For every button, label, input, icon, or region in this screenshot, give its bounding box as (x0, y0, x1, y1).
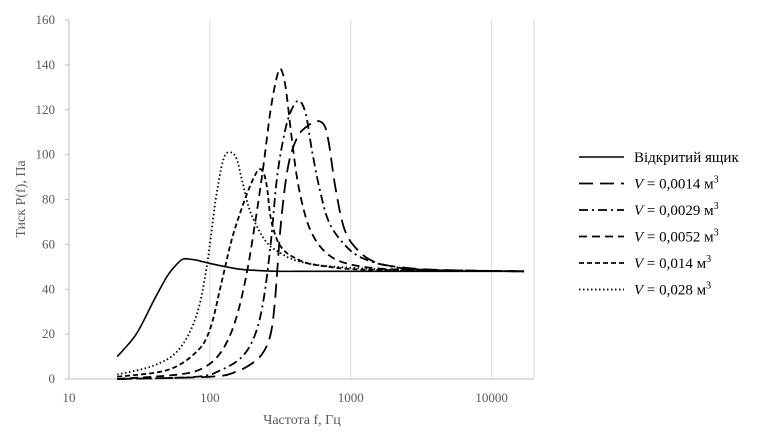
x-tick-labels: 10 100 1000 10000 (63, 390, 508, 405)
legend-item: V = 0,0014 м3 (579, 175, 719, 193)
y-tick-label: 120 (36, 102, 56, 117)
legend: Відкритий ящик V = 0,0014 м3 V = 0,0029 м3… (579, 150, 739, 299)
axes (65, 19, 534, 380)
y-tick-label: 140 (36, 57, 56, 72)
y-tick-label: 100 (36, 147, 56, 162)
legend-item: V = 0,014 м3 (579, 254, 711, 272)
series-line-0 (116, 257, 525, 358)
y-tick-labels: 0 20 40 60 80 100 120 140 160 (36, 12, 56, 386)
series-line-5 (117, 151, 525, 376)
y-tick-label: 40 (42, 281, 55, 296)
x-tick-label: 10000 (475, 390, 508, 405)
x-tick-label: 100 (200, 390, 220, 405)
x-tick-label: 10 (63, 390, 76, 405)
series-line-1 (117, 120, 525, 380)
y-tick-label: 0 (49, 371, 56, 386)
legend-label: V = 0,0014 м3 (634, 175, 719, 193)
legend-label: V = 0,028 м3 (634, 281, 711, 299)
y-tick-label: 80 (42, 192, 55, 207)
series-line-4 (117, 168, 525, 378)
y-axis-title: Тиск P(f), Па (14, 160, 29, 238)
legend-item: Відкритий ящик (579, 150, 739, 166)
legend-label: V = 0,0052 м3 (634, 228, 719, 246)
y-tick-label: 20 (42, 326, 55, 341)
y-tick-label: 60 (42, 236, 55, 251)
series-line-3 (117, 67, 525, 380)
x-axis-title: Частота f, Гц (263, 413, 341, 428)
legend-label: V = 0,0029 м3 (634, 201, 719, 219)
legend-item: V = 0,0029 м3 (579, 201, 719, 219)
legend-item: V = 0,0052 м3 (579, 228, 719, 246)
series-lines (116, 67, 525, 380)
y-tick-label: 160 (36, 12, 56, 27)
legend-item: V = 0,028 м3 (579, 281, 711, 299)
legend-label: Відкритий ящик (634, 150, 739, 166)
legend-label: V = 0,014 м3 (634, 254, 711, 272)
x-tick-label: 1000 (338, 390, 364, 405)
series-line-2 (117, 99, 525, 380)
